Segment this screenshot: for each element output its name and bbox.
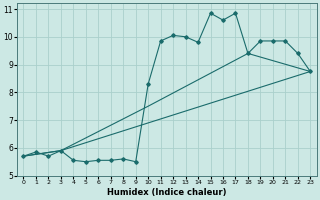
X-axis label: Humidex (Indice chaleur): Humidex (Indice chaleur) — [107, 188, 227, 197]
